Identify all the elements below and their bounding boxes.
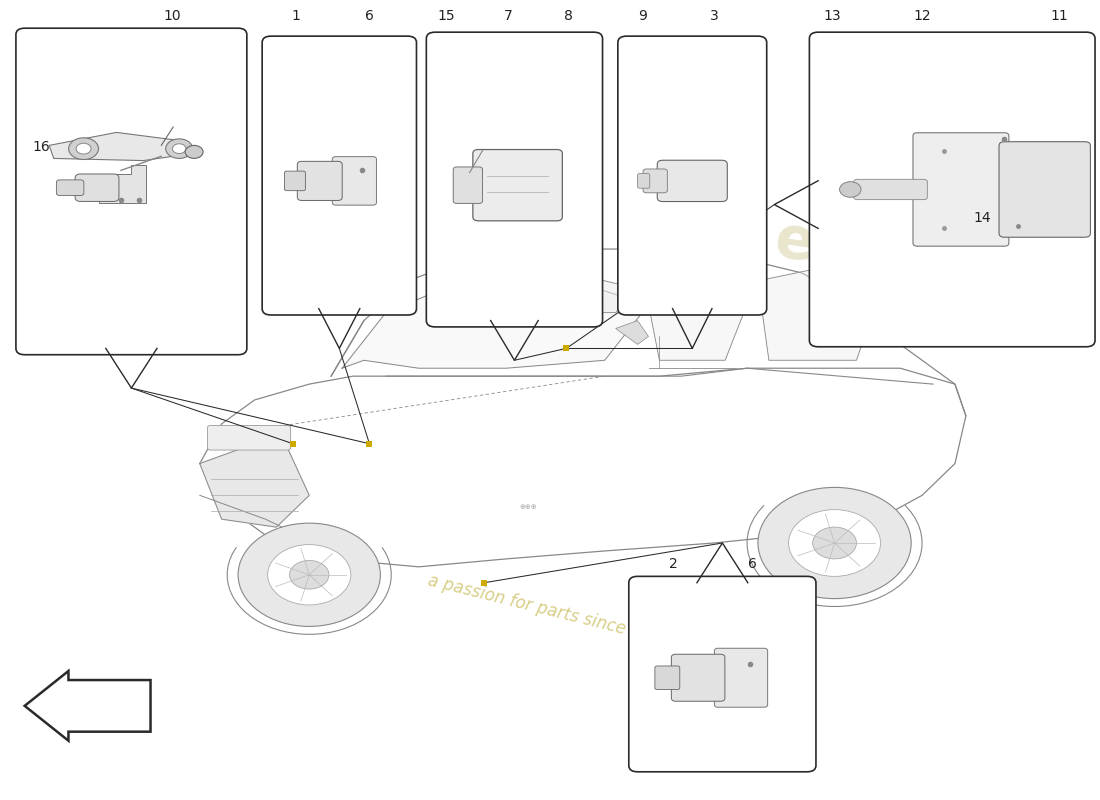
Circle shape [238,523,381,626]
FancyBboxPatch shape [262,36,417,315]
Text: 9: 9 [639,9,648,22]
FancyBboxPatch shape [56,180,84,195]
Polygon shape [484,273,638,313]
Text: 12: 12 [913,9,931,22]
FancyBboxPatch shape [629,576,816,772]
FancyBboxPatch shape [658,160,727,202]
Circle shape [267,545,351,605]
Circle shape [813,527,857,559]
FancyBboxPatch shape [810,32,1094,346]
Text: 7: 7 [504,9,513,22]
Text: 14: 14 [974,211,991,226]
Text: ®: ® [889,310,912,330]
FancyBboxPatch shape [427,32,603,327]
Polygon shape [24,671,151,741]
Text: eurotec: eurotec [771,211,1028,302]
FancyBboxPatch shape [297,162,342,201]
Polygon shape [342,281,649,368]
Text: 6: 6 [365,9,374,22]
Circle shape [76,143,91,154]
Text: ⊕⊕⊕: ⊕⊕⊕ [519,504,537,510]
FancyBboxPatch shape [453,167,483,203]
FancyBboxPatch shape [714,648,768,707]
Text: 1: 1 [292,9,300,22]
Text: a passion for parts since 1989: a passion for parts since 1989 [426,571,674,650]
Text: 16: 16 [32,140,50,154]
Polygon shape [649,281,747,360]
Text: 2: 2 [669,557,678,571]
Polygon shape [200,448,309,527]
FancyBboxPatch shape [75,174,119,202]
Circle shape [166,139,192,158]
Text: 6: 6 [748,557,757,571]
FancyBboxPatch shape [285,171,306,190]
Polygon shape [50,132,188,161]
FancyBboxPatch shape [913,133,1009,246]
Polygon shape [616,321,649,344]
Circle shape [68,138,99,159]
FancyBboxPatch shape [999,142,1090,238]
Circle shape [839,182,861,198]
Text: 13: 13 [824,9,842,22]
Polygon shape [99,165,146,203]
Polygon shape [758,265,878,360]
FancyBboxPatch shape [332,157,376,205]
Text: 3: 3 [710,9,718,22]
Circle shape [185,146,204,158]
Text: 10: 10 [164,9,182,22]
Circle shape [173,144,186,154]
Text: 15: 15 [437,9,454,22]
FancyBboxPatch shape [854,179,927,200]
FancyBboxPatch shape [15,28,246,354]
Text: 11: 11 [1050,9,1068,22]
FancyBboxPatch shape [618,36,767,315]
FancyBboxPatch shape [654,666,680,690]
Circle shape [289,561,329,589]
Text: 8: 8 [564,9,573,22]
FancyBboxPatch shape [638,174,650,188]
FancyBboxPatch shape [473,150,562,221]
Circle shape [758,487,911,598]
FancyBboxPatch shape [208,426,290,450]
FancyBboxPatch shape [671,654,725,702]
Circle shape [789,510,880,576]
FancyBboxPatch shape [644,169,668,193]
